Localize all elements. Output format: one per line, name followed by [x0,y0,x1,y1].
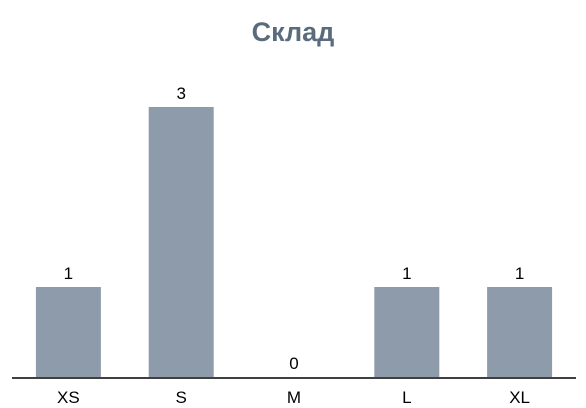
bar-xs [35,287,101,377]
value-label-s: 3 [176,84,185,103]
bar-xl [487,287,553,377]
value-label-xl: 1 [515,264,524,283]
value-label-l: 1 [402,264,411,283]
x-tick-labels: XS S M L XL [57,388,530,407]
x-tick-label-xl: XL [509,388,530,407]
bar-s [148,107,214,377]
x-tick-label-l: L [402,388,411,407]
x-tick-label-xs: XS [57,388,80,407]
x-tick-label-m: M [287,388,301,407]
x-tick-label-s: S [176,388,187,407]
chart-title: Склад [252,17,335,47]
value-label-xs: 1 [64,264,73,283]
value-labels-layer: 1 3 0 1 1 [64,84,525,373]
value-label-m: 0 [289,354,298,373]
bar-l [374,287,440,377]
bars-layer [35,107,553,377]
